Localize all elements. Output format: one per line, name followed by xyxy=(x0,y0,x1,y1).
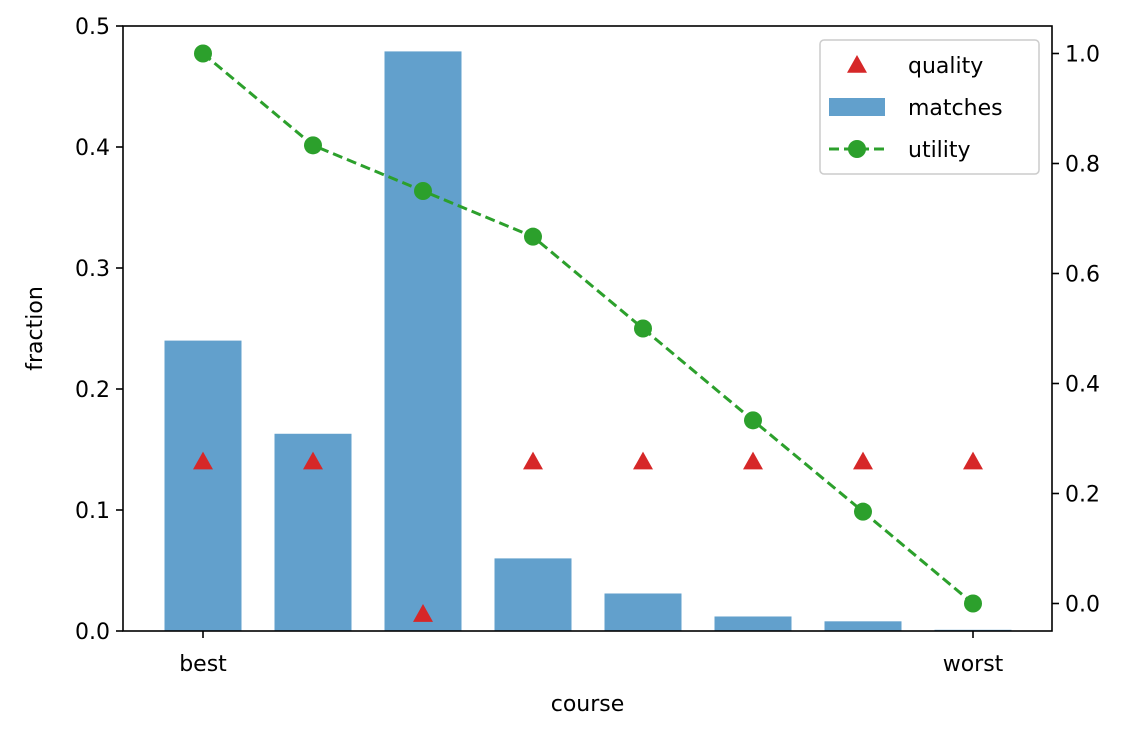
utility-line xyxy=(202,52,974,605)
legend-quality-marker xyxy=(847,55,867,73)
quality-point-5 xyxy=(633,451,653,470)
legend-matches-swatch xyxy=(829,98,885,116)
quality-point-6 xyxy=(743,451,763,470)
utility-point-4 xyxy=(524,227,542,246)
utility-point-8 xyxy=(964,594,982,613)
x-axis-title: course xyxy=(551,692,625,717)
x-tick-label: worst xyxy=(943,652,1004,677)
bar-3 xyxy=(384,51,462,632)
left-tick-label: 0.1 xyxy=(75,499,110,524)
right-tick-label: 0.0 xyxy=(1065,593,1100,618)
quality-point-2 xyxy=(303,451,323,470)
legend: quality matches utility xyxy=(819,39,1040,175)
left-tick-label: 0.0 xyxy=(75,620,110,645)
legend-label-quality: quality xyxy=(908,54,983,79)
line-layer xyxy=(202,52,974,605)
quality-point-4 xyxy=(523,451,543,470)
utility-point-6 xyxy=(744,411,762,430)
quality-point-7 xyxy=(853,451,873,470)
legend-box xyxy=(819,39,1040,175)
right-tick-label: 1.0 xyxy=(1065,43,1100,68)
legend-label-matches: matches xyxy=(908,96,1003,121)
marker-layer xyxy=(193,44,983,622)
right-y-axis: 0.0 0.2 0.4 0.6 0.8 1.0 xyxy=(1052,43,1100,618)
utility-point-3 xyxy=(414,182,432,200)
utility-point-7 xyxy=(854,502,872,521)
right-tick-label: 0.4 xyxy=(1065,373,1100,398)
utility-point-5 xyxy=(634,319,652,338)
bars-layer xyxy=(164,51,1012,632)
plot-frame xyxy=(122,25,1053,632)
right-tick-label: 0.2 xyxy=(1065,483,1100,508)
x-tick-label: best xyxy=(179,652,227,677)
bar-6 xyxy=(714,616,792,631)
utility-point-2 xyxy=(304,136,322,155)
left-tick-label: 0.4 xyxy=(75,136,110,161)
quality-point-8 xyxy=(963,451,983,470)
y-axis-title: fraction xyxy=(23,286,48,371)
right-tick-label: 0.8 xyxy=(1065,153,1100,178)
right-tick-label: 0.6 xyxy=(1065,263,1100,288)
bar-5 xyxy=(604,593,682,631)
x-axis: best worst xyxy=(179,631,1004,677)
quality-point-1 xyxy=(193,451,213,470)
bar-4 xyxy=(494,558,572,631)
left-tick-label: 0.2 xyxy=(75,378,110,403)
legend-utility-marker xyxy=(848,140,866,158)
left-y-axis: 0.0 0.1 0.2 0.3 0.4 0.5 xyxy=(75,15,123,645)
legend-label-utility: utility xyxy=(908,138,971,163)
utility-point-1 xyxy=(194,44,212,63)
bar-7 xyxy=(824,621,902,631)
quality-point-3 xyxy=(413,604,433,622)
left-tick-label: 0.5 xyxy=(75,15,110,40)
bar-1 xyxy=(164,340,242,631)
left-tick-label: 0.3 xyxy=(75,257,110,282)
